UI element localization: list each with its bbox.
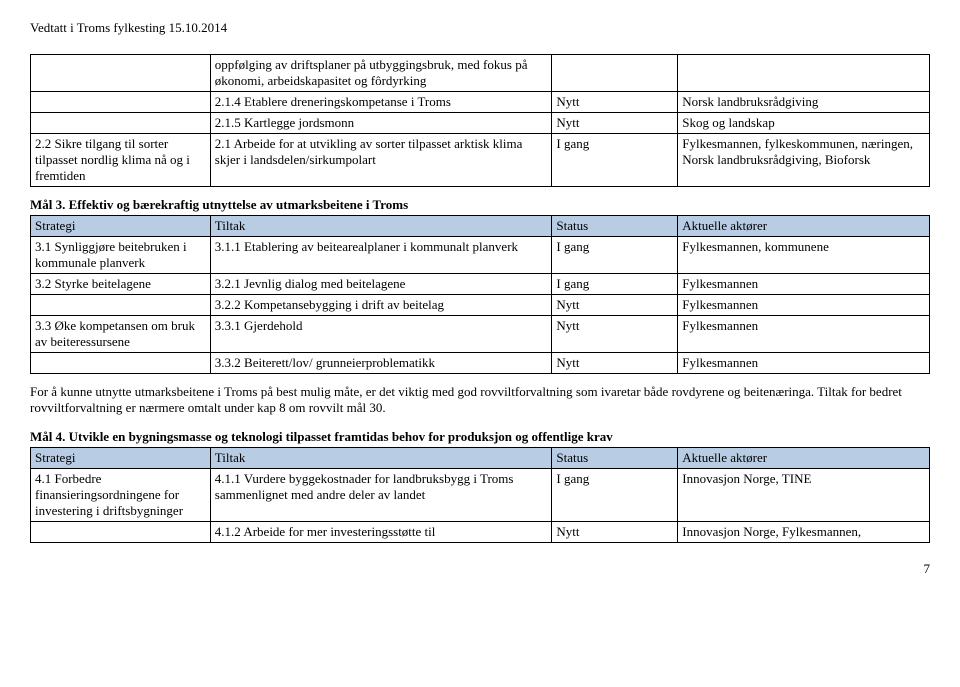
col-status: Status <box>552 447 678 468</box>
table-row: 3.1 Synliggjøre beitebruken i kommunale … <box>31 237 930 274</box>
table-cell: Nytt <box>552 295 678 316</box>
table-cell: Innovasjon Norge, Fylkesmannen, <box>678 521 930 542</box>
table-row: 3.2.2 Kompetansebygging i drift av beite… <box>31 295 930 316</box>
table-cell: 2.2 Sikre tilgang til sorter tilpasset n… <box>31 134 211 187</box>
table-cell <box>31 353 211 374</box>
table-cell: Nytt <box>552 113 678 134</box>
table-cell: 2.1.4 Etablere dreneringskompetanse i Tr… <box>210 92 552 113</box>
col-tiltak: Tiltak <box>210 216 552 237</box>
table-header-row: Strategi Tiltak Status Aktuelle aktører <box>31 216 930 237</box>
table-row: 3.2 Styrke beitelagene3.2.1 Jevnlig dial… <box>31 274 930 295</box>
table-row: 2.2 Sikre tilgang til sorter tilpasset n… <box>31 134 930 187</box>
table-cell: 3.3.1 Gjerdehold <box>210 316 552 353</box>
table-cell <box>31 521 211 542</box>
table-cell: 3.1.1 Etablering av beitearealplaner i k… <box>210 237 552 274</box>
table-mal4: Strategi Tiltak Status Aktuelle aktører … <box>30 447 930 543</box>
table-cell: Norsk landbruksrådgiving <box>678 92 930 113</box>
col-tiltak: Tiltak <box>210 447 552 468</box>
table-cell: Nytt <box>552 316 678 353</box>
table-cell: Fylkesmannen <box>678 316 930 353</box>
section3-paragraph: For å kunne utnytte utmarksbeitene i Tro… <box>30 384 930 417</box>
table-cell: I gang <box>552 237 678 274</box>
table-cell: 2.1.5 Kartlegge jordsmonn <box>210 113 552 134</box>
table-cell: Fylkesmannen <box>678 353 930 374</box>
table-cell <box>31 295 211 316</box>
table-cell: Fylkesmannen <box>678 274 930 295</box>
table-cell: Nytt <box>552 521 678 542</box>
table-cell: I gang <box>552 468 678 521</box>
table-cell: 3.2.2 Kompetansebygging i drift av beite… <box>210 295 552 316</box>
page-number: 7 <box>30 561 930 577</box>
table-cell: 3.2.1 Jevnlig dialog med beitelagene <box>210 274 552 295</box>
table-cell: Fylkesmannen <box>678 295 930 316</box>
table-cell <box>31 92 211 113</box>
col-status: Status <box>552 216 678 237</box>
table-cell: 3.1 Synliggjøre beitebruken i kommunale … <box>31 237 211 274</box>
table-mal2-continuation: oppfølging av driftsplaner på utbyggings… <box>30 54 930 187</box>
col-aktorer: Aktuelle aktører <box>678 216 930 237</box>
table-cell: 3.2 Styrke beitelagene <box>31 274 211 295</box>
table-cell: oppfølging av driftsplaner på utbyggings… <box>210 55 552 92</box>
section-heading-mal3: Mål 3. Effektiv og bærekraftig utnyttels… <box>30 197 930 213</box>
table-row: 4.1.2 Arbeide for mer investeringsstøtte… <box>31 521 930 542</box>
table-cell: 2.1 Arbeide for at utvikling av sorter t… <box>210 134 552 187</box>
table-cell: 4.1.2 Arbeide for mer investeringsstøtte… <box>210 521 552 542</box>
table-cell: Nytt <box>552 353 678 374</box>
col-strategi: Strategi <box>31 447 211 468</box>
document-header: Vedtatt i Troms fylkesting 15.10.2014 <box>30 20 930 36</box>
table-row: 4.1 Forbedre finansieringsordningene for… <box>31 468 930 521</box>
table-row: 3.3.2 Beiterett/lov/ grunneierproblemati… <box>31 353 930 374</box>
table-cell: I gang <box>552 134 678 187</box>
table-cell <box>31 113 211 134</box>
table-row: oppfølging av driftsplaner på utbyggings… <box>31 55 930 92</box>
table-cell: 4.1 Forbedre finansieringsordningene for… <box>31 468 211 521</box>
table-header-row: Strategi Tiltak Status Aktuelle aktører <box>31 447 930 468</box>
table-row: 2.1.5 Kartlegge jordsmonnNyttSkog og lan… <box>31 113 930 134</box>
table-cell: Fylkesmannen, kommunene <box>678 237 930 274</box>
table-row: 2.1.4 Etablere dreneringskompetanse i Tr… <box>31 92 930 113</box>
col-strategi: Strategi <box>31 216 211 237</box>
table-cell: Innovasjon Norge, TINE <box>678 468 930 521</box>
table-cell: Skog og landskap <box>678 113 930 134</box>
table-cell: 4.1.1 Vurdere byggekostnader for landbru… <box>210 468 552 521</box>
section-heading-mal4: Mål 4. Utvikle en bygningsmasse og tekno… <box>30 429 930 445</box>
table-cell: I gang <box>552 274 678 295</box>
col-aktorer: Aktuelle aktører <box>678 447 930 468</box>
table-cell <box>552 55 678 92</box>
table-row: 3.3 Øke kompetansen om bruk av beiteress… <box>31 316 930 353</box>
table-cell: 3.3 Øke kompetansen om bruk av beiteress… <box>31 316 211 353</box>
table-cell: Nytt <box>552 92 678 113</box>
table-cell <box>678 55 930 92</box>
table-cell: 3.3.2 Beiterett/lov/ grunneierproblemati… <box>210 353 552 374</box>
table-cell: Fylkesmannen, fylkeskommunen, næringen, … <box>678 134 930 187</box>
table-mal3: Strategi Tiltak Status Aktuelle aktører … <box>30 215 930 374</box>
table-cell <box>31 55 211 92</box>
